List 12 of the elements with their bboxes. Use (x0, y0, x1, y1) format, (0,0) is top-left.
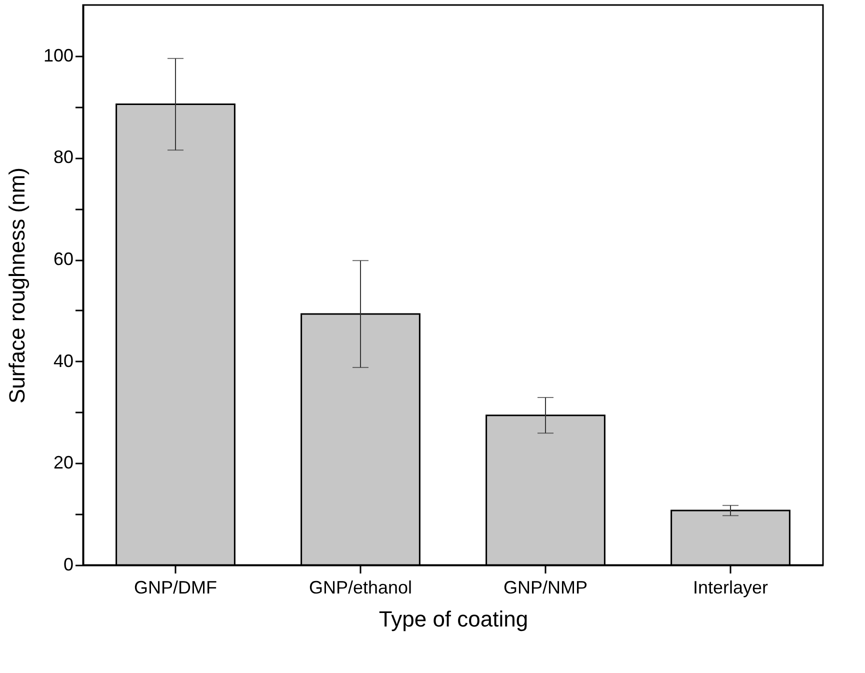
y-tick-label: 0 (63, 554, 74, 574)
y-tick-label: 80 (53, 147, 74, 168)
y-tick-label: 100 (43, 45, 74, 66)
x-tick-label: Interlayer (692, 578, 768, 598)
y-tick-label: 60 (53, 249, 74, 270)
y-tick-label: 40 (53, 350, 74, 371)
x-tick-label: GNP/ethanol (308, 578, 412, 598)
y-tick-label: 20 (53, 452, 74, 473)
x-axis-title: Type of coating (378, 606, 528, 632)
x-tick-label: GNP/DMF (134, 578, 217, 598)
x-tick-label: GNP/NMP (503, 578, 588, 598)
y-axis-title: Surface roughness (nm) (4, 168, 30, 404)
